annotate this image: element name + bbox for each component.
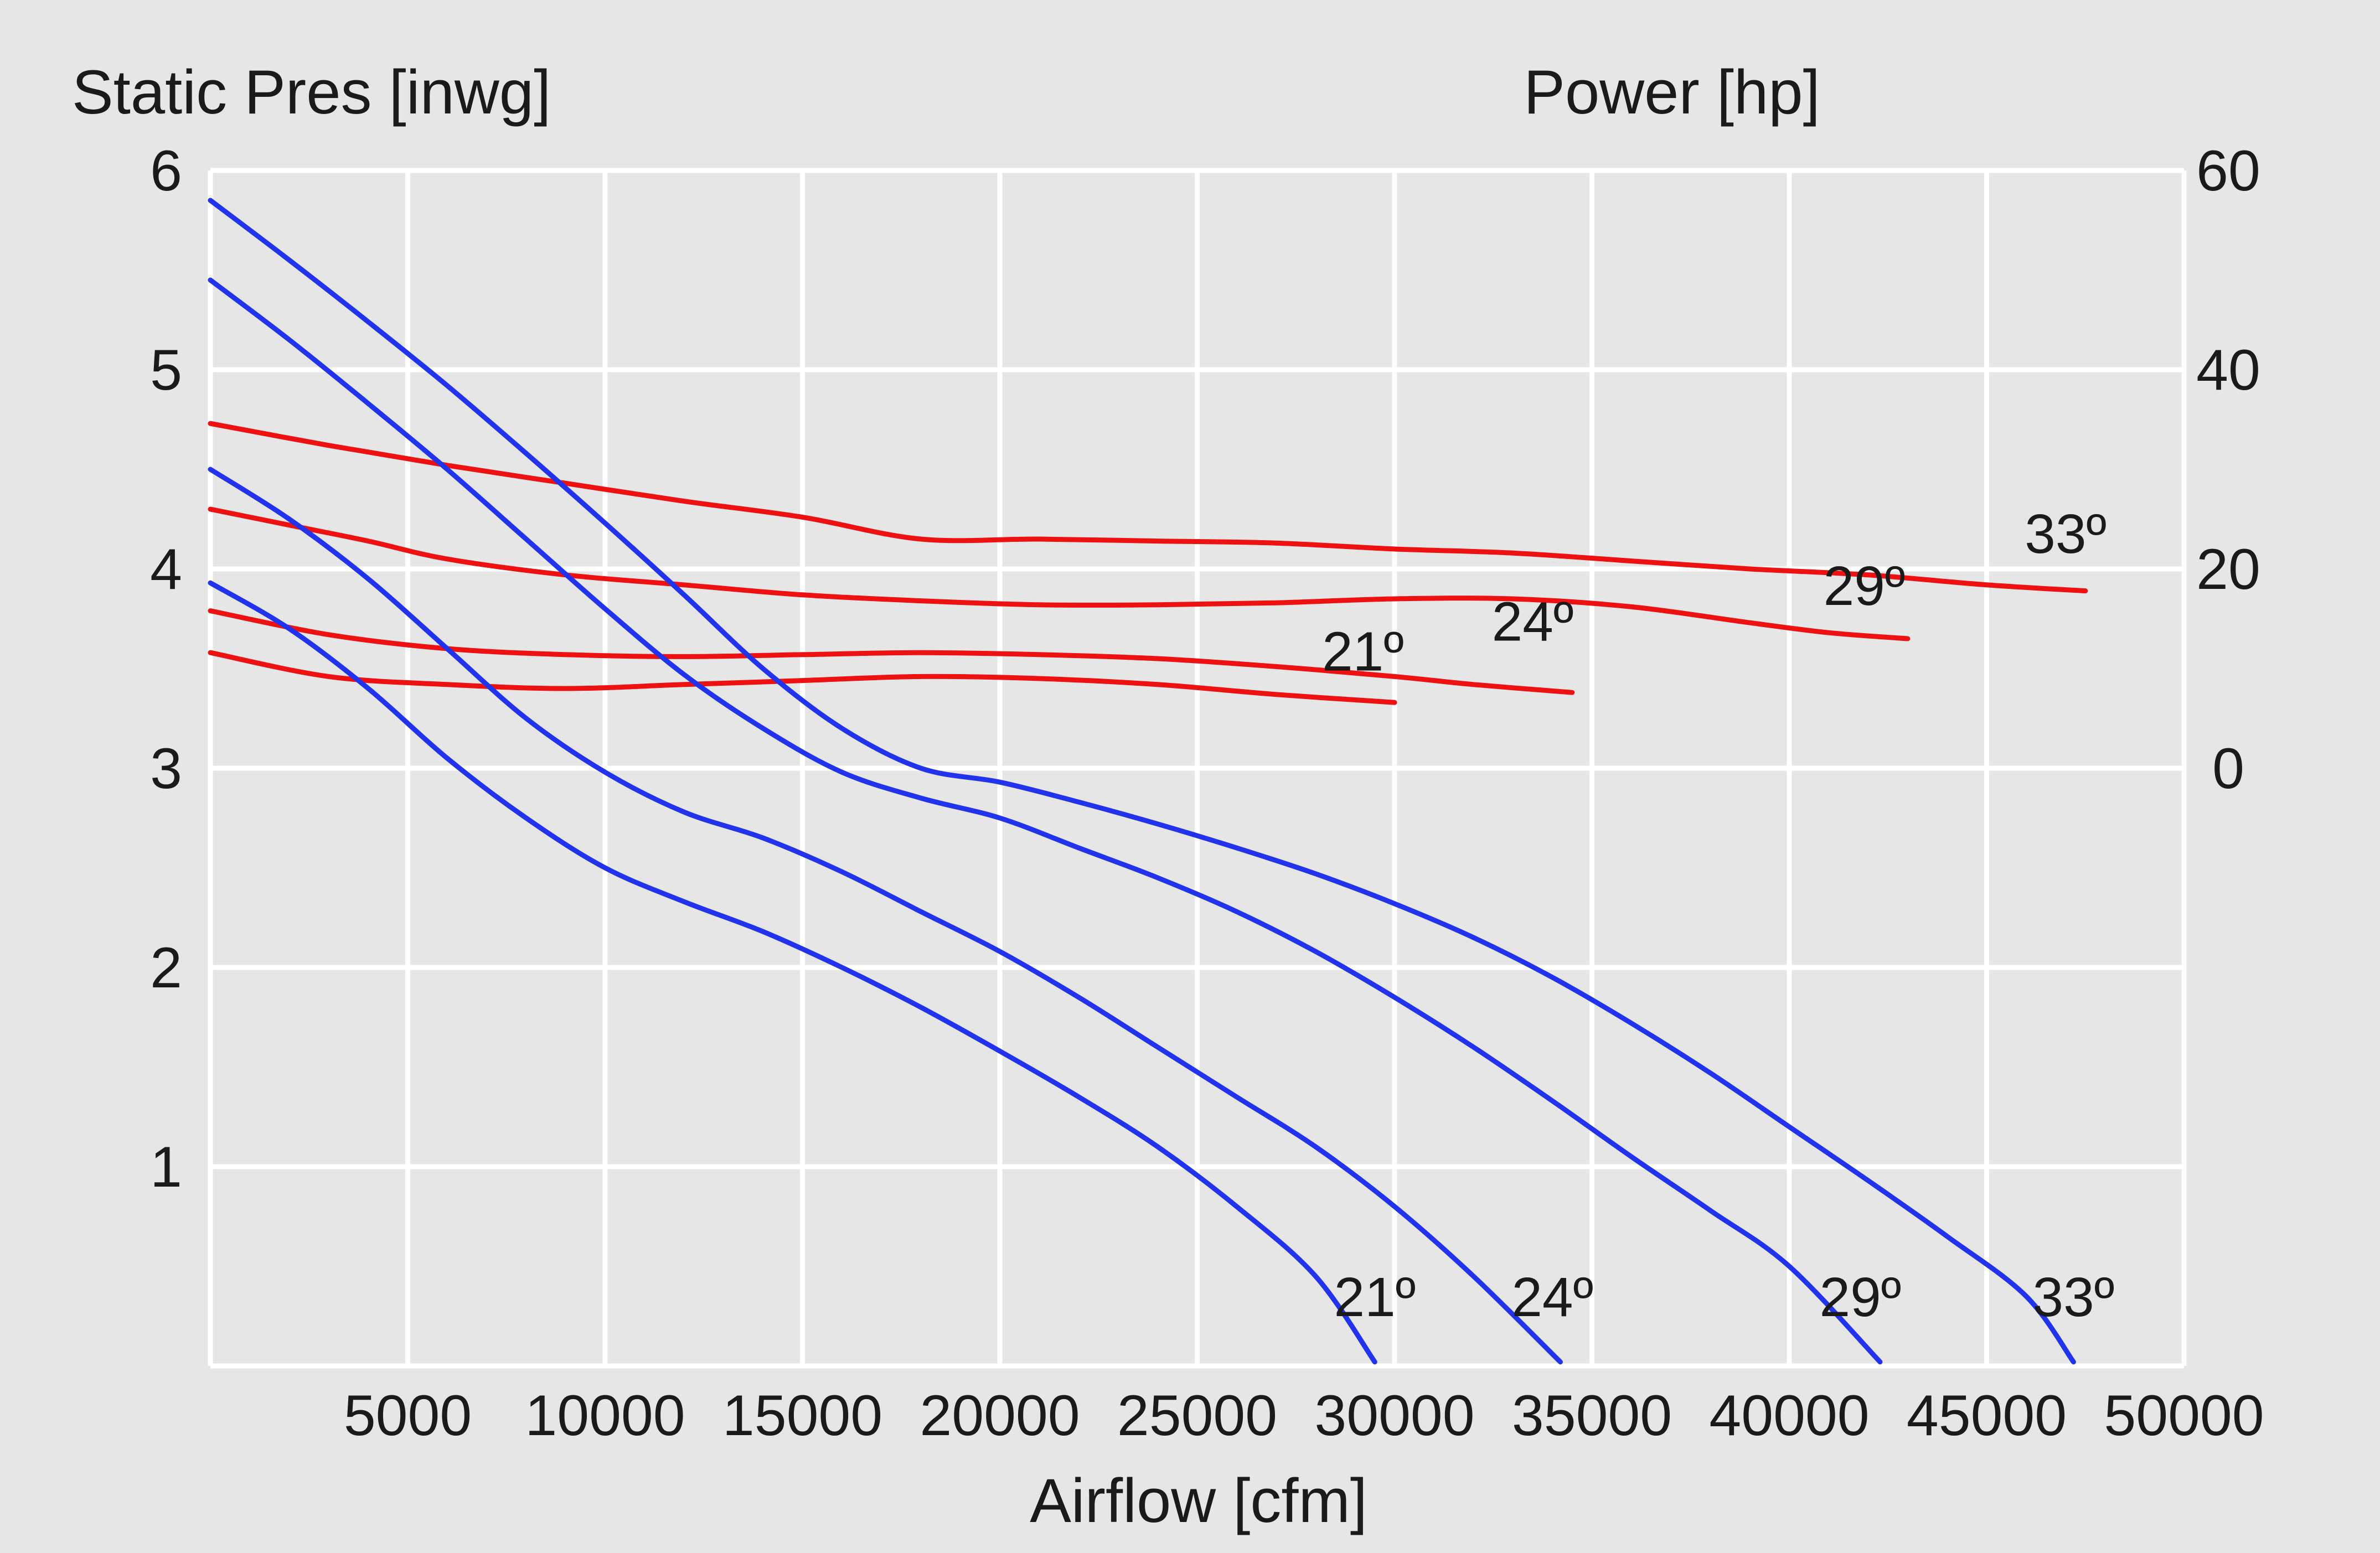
- y-right-tick-label-40: 40: [2196, 338, 2260, 402]
- y-left-tick-label-6: 6: [150, 139, 182, 203]
- x-tick-label-50000: 50000: [2104, 1384, 2264, 1448]
- y-left-tick-label-4: 4: [150, 537, 182, 602]
- series-lines: [208, 198, 2088, 1365]
- curve-label-2: 24º: [1511, 1266, 1593, 1328]
- power-curve-4: [208, 421, 2088, 594]
- x-tick-label-35000: 35000: [1512, 1384, 1672, 1448]
- x-tick-label-10000: 10000: [525, 1384, 685, 1448]
- tick-labels: 5000 10000 15000 20000 25000 30000 35000 40000 4…: [150, 139, 2264, 1448]
- grid-lines: [208, 168, 2187, 1369]
- curve-label-7: 29º: [1824, 555, 1906, 617]
- pressure-curve-4: [208, 198, 2076, 1365]
- pressure-curve-3: [208, 277, 1883, 1365]
- power-curve-3: [208, 506, 1911, 641]
- x-tick-label-15000: 15000: [722, 1384, 882, 1448]
- curve-labels: 21º 24º 29º 33º 21º 24º 29º 33º: [1322, 503, 2114, 1328]
- pressure-curve-2: [208, 467, 1563, 1365]
- y-left-axis-title: Static Pres [inwg]: [72, 58, 551, 127]
- x-tick-label-5000: 5000: [344, 1384, 472, 1448]
- curve-label-1: 21º: [1334, 1266, 1416, 1328]
- y-left-tick-label-1: 1: [150, 1135, 182, 1199]
- x-axis-title: Airflow [cfm]: [1030, 1466, 1367, 1535]
- x-tick-label-20000: 20000: [920, 1384, 1080, 1448]
- pressure-curve-1: [208, 580, 1377, 1365]
- curve-label-5: 21º: [1322, 621, 1404, 683]
- y-right-tick-label-20: 20: [2196, 537, 2260, 602]
- y-right-tick-label-0: 0: [2212, 737, 2244, 801]
- x-tick-label-30000: 30000: [1314, 1384, 1474, 1448]
- y-left-tick-label-2: 2: [150, 936, 182, 1000]
- x-tick-label-25000: 25000: [1117, 1384, 1277, 1448]
- y-right-axis-title: Power [hp]: [1524, 58, 1820, 127]
- y-left-tick-label-5: 5: [150, 338, 182, 402]
- curve-label-6: 24º: [1492, 591, 1574, 653]
- y-left-tick-label-3: 3: [150, 737, 182, 801]
- curve-label-4: 33º: [2032, 1266, 2114, 1328]
- curve-label-3: 29º: [1819, 1266, 1901, 1328]
- x-tick-label-40000: 40000: [1709, 1384, 1869, 1448]
- curve-label-8: 33º: [2025, 503, 2107, 565]
- x-tick-label-45000: 45000: [1907, 1384, 2067, 1448]
- y-right-tick-label-60: 60: [2196, 139, 2260, 203]
- power-curve-1: [208, 650, 1397, 705]
